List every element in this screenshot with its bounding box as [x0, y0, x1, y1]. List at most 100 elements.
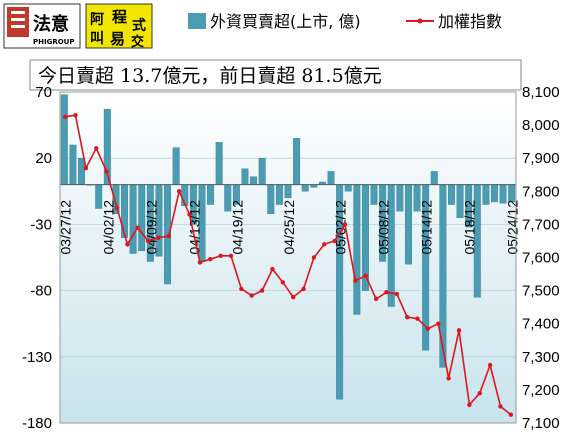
logo2-char-5: 易	[110, 30, 125, 48]
index-point	[404, 314, 410, 320]
chengshi-logo: 阿 程 式 叫 易 交	[85, 3, 153, 50]
bar	[508, 184, 516, 203]
bar	[404, 184, 412, 265]
right-tick-label: 7,900	[522, 150, 560, 167]
legend-line-marker	[417, 18, 423, 24]
index-point	[94, 146, 99, 151]
right-tick-label: 7,100	[522, 415, 560, 432]
bar	[241, 168, 249, 185]
logo2-frame	[85, 3, 153, 49]
bar	[491, 184, 498, 203]
bar	[207, 184, 215, 205]
index-point	[187, 212, 192, 217]
x-tick-label: 04/09/12	[143, 200, 159, 255]
index-point	[83, 165, 89, 171]
index-point	[467, 402, 472, 407]
summary-banner: 今日賣超 13.7億元，前日賣超 81.5億元	[29, 59, 522, 91]
bar	[267, 184, 275, 215]
logo2-char-6: 交	[131, 34, 144, 50]
index-point	[394, 291, 400, 297]
bar	[258, 157, 266, 185]
index-point	[228, 253, 234, 259]
index-point	[145, 238, 151, 244]
index-point	[104, 169, 109, 174]
index-point	[363, 273, 368, 278]
index-point	[342, 222, 348, 227]
logo2-char-3: 式	[132, 17, 146, 34]
x-tick-label: 05/08/12	[376, 200, 392, 255]
index-point	[125, 242, 130, 247]
index-point	[208, 256, 213, 262]
left-tick-label: -30	[30, 216, 52, 233]
index-point	[373, 296, 379, 302]
bar	[293, 138, 301, 185]
index-line-markers	[62, 112, 514, 417]
logo1-text: 法意	[33, 13, 69, 35]
index-point	[166, 233, 172, 239]
logo2-char-2: 程	[112, 8, 127, 26]
index-point	[176, 189, 182, 194]
index-point	[135, 225, 140, 230]
index-point	[259, 288, 265, 293]
left-tick-label: 70	[35, 84, 52, 101]
legend-line-label: 加權指數	[438, 12, 502, 31]
bar	[129, 184, 137, 254]
x-tick-label: 05/14/12	[419, 200, 435, 255]
legend-bar-label: 外資買賣超(上市, 億)	[210, 12, 361, 31]
index-point	[73, 112, 78, 118]
x-tick-label: 04/13/12	[186, 200, 202, 255]
left-tick-label: 20	[35, 150, 52, 167]
left-tick-label: -130	[22, 349, 52, 366]
right-tick-label: 7,800	[522, 183, 560, 200]
right-tick-label: 7,700	[522, 216, 560, 233]
x-tick-label: 04/02/12	[100, 200, 116, 255]
bar	[78, 157, 85, 185]
bar	[250, 176, 258, 185]
banner-text: 今日賣超 13.7億元，前日賣超 81.5億元	[38, 65, 382, 87]
bar	[327, 171, 335, 185]
plot-frame	[59, 91, 517, 424]
index-point	[508, 412, 514, 417]
bar	[448, 184, 455, 205]
x-tick-label: 04/25/12	[281, 200, 297, 255]
index-point	[239, 286, 244, 292]
logo1-mark-line-1	[11, 11, 25, 14]
index-point	[384, 290, 389, 295]
right-tick-label: 7,400	[522, 316, 560, 333]
phigroup-logo: 法意 PHIGROUP	[3, 3, 81, 49]
index-point	[311, 255, 317, 260]
banner-box	[29, 59, 522, 91]
bar	[60, 94, 68, 185]
logo2-char-4: 叫	[90, 30, 104, 47]
bar	[353, 184, 361, 315]
index-point	[290, 295, 296, 300]
right-tick-label: 8,000	[522, 117, 560, 134]
left-tick-label: -180	[22, 415, 52, 432]
index-point	[436, 321, 441, 326]
logo1-mark	[7, 7, 29, 37]
right-axis-tick-labels: 8,100 8,000 7,900 7,800 7,700 7,600 7,500 7,400…	[522, 84, 560, 432]
x-tick-label: 03/27/12	[57, 200, 73, 255]
bar	[344, 184, 352, 192]
index-point	[114, 205, 120, 211]
index-point	[156, 235, 161, 240]
index-point	[477, 391, 482, 396]
logo1-mark-line-2	[11, 18, 25, 21]
right-tick-label: 7,600	[522, 250, 560, 267]
index-point	[353, 278, 358, 283]
index-point	[498, 404, 503, 409]
left-tick-label: -80	[30, 283, 52, 300]
index-point	[197, 260, 203, 265]
index-point	[249, 293, 254, 298]
bar	[69, 144, 77, 185]
logo2-char-1: 阿	[90, 12, 104, 28]
bar	[121, 184, 128, 238]
index-point	[280, 280, 286, 285]
bar	[215, 142, 223, 185]
index-point	[446, 376, 451, 381]
index-point	[487, 362, 493, 368]
legend-bar-swatch	[188, 13, 206, 29]
x-tick-label: 04/19/12	[229, 200, 245, 255]
logo1-mark-line-3	[11, 25, 25, 28]
